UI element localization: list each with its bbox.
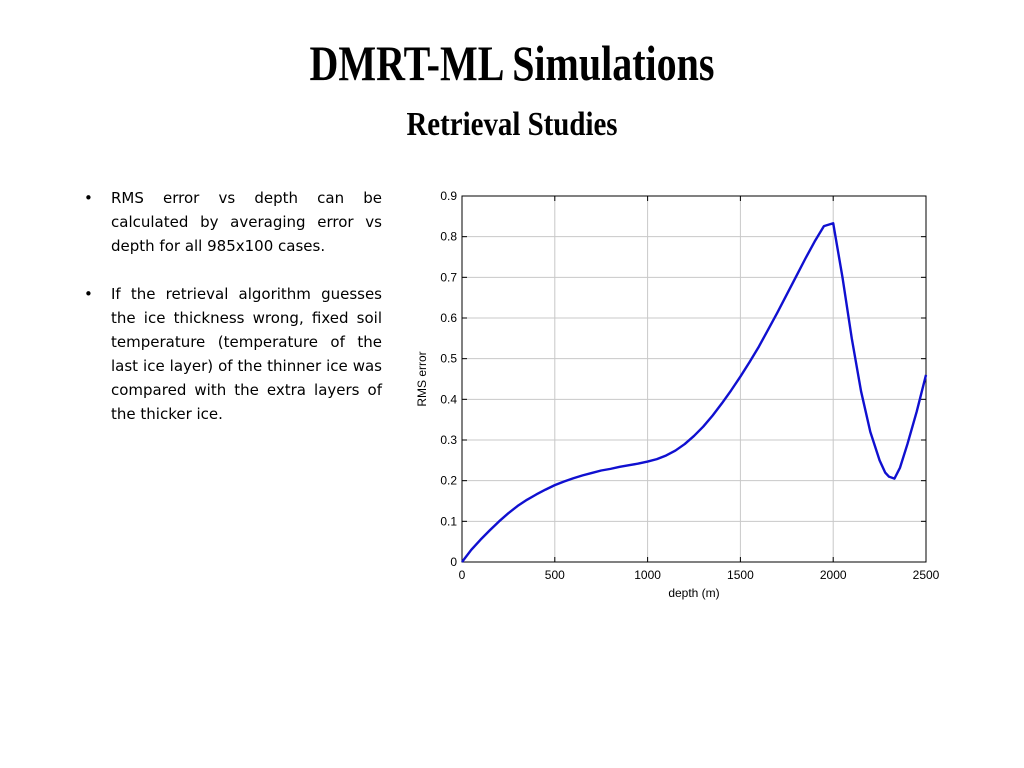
rms-error-series-line <box>461 222 928 563</box>
tick-labels: 0 500 1000 1500 2000 2500 0 0.1 0.2 0.3 0.4 0.5 0.6 0… <box>440 189 939 582</box>
y-tick-label: 0.6 <box>440 311 457 325</box>
x-tick-label: 2000 <box>820 568 847 582</box>
x-tick-label: 2500 <box>913 568 940 582</box>
ticks <box>461 195 927 563</box>
y-tick-label: 0.3 <box>440 433 457 447</box>
bullet-text: RMS error vs depth can be calculated by … <box>111 189 382 255</box>
plot-frame <box>461 195 927 563</box>
y-tick-label: 0.8 <box>440 230 457 244</box>
bullet-list: • RMS error vs depth can be calculated b… <box>84 186 382 450</box>
y-tick-label: 0.5 <box>440 352 457 366</box>
bullet-text: If the retrieval algorithm guesses the i… <box>111 285 382 423</box>
x-tick-label: 500 <box>545 568 565 582</box>
bullet-marker: • <box>84 285 93 303</box>
y-tick-label: 0.2 <box>440 474 457 488</box>
slide-subtitle: Retrieval Studies <box>406 106 618 143</box>
y-axis-label: RMS error <box>415 351 429 406</box>
y-tick-label: 0.9 <box>440 189 457 203</box>
bullet-item: • RMS error vs depth can be calculated b… <box>84 186 382 258</box>
bullet-item: • If the retrieval algorithm guesses the… <box>84 282 382 426</box>
x-tick-label: 1000 <box>634 568 661 582</box>
x-axis-label: depth (m) <box>668 586 719 600</box>
rms-error-chart: 0 500 1000 1500 2000 2500 0 0.1 0.2 0.3 0.4 0.5 0.6 0… <box>415 189 940 600</box>
y-tick-label: 0 <box>450 555 457 569</box>
y-tick-label: 0.4 <box>440 392 457 406</box>
y-tick-label: 0.1 <box>440 514 457 528</box>
x-tick-label: 1500 <box>727 568 754 582</box>
grid <box>462 196 926 562</box>
y-tick-label: 0.7 <box>440 270 457 284</box>
slide-title: DMRT-ML Simulations <box>309 35 715 91</box>
bullet-marker: • <box>84 189 93 207</box>
x-tick-label: 0 <box>459 568 466 582</box>
